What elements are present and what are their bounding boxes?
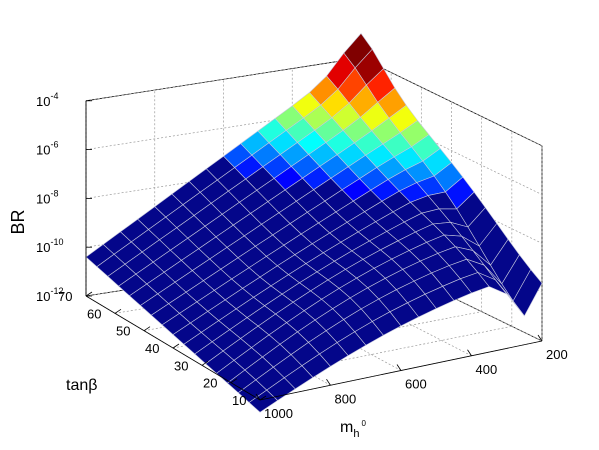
box-edge (85, 57, 362, 102)
z-tick-label: 10-8 (36, 188, 58, 206)
y-tick (230, 378, 238, 383)
z-tick-label: 10-6 (36, 140, 58, 158)
y-tick-label: 30 (174, 358, 188, 373)
x-tick-label: 600 (405, 377, 427, 392)
y-tick-label: 60 (87, 306, 101, 321)
y-gridline (201, 311, 482, 366)
y-tick (201, 361, 209, 366)
surface-patch (495, 279, 525, 317)
y-tick (172, 343, 180, 349)
z-axis-label: BR (8, 209, 28, 234)
y-tick-label: 50 (116, 324, 130, 339)
y-tick-label: 70 (58, 289, 72, 304)
x-tick-label: 1000 (264, 406, 293, 421)
x-axis-label: mh0 (340, 419, 366, 440)
z-tick-label: 10-10 (36, 237, 63, 255)
y-axis-label: tanβ (66, 377, 97, 394)
y-tick (259, 395, 267, 401)
z-gridline (360, 57, 543, 147)
x-tick (255, 393, 261, 401)
x-tick (326, 379, 331, 386)
x-tick-label: 400 (476, 362, 498, 377)
x-tick-label: 200 (546, 347, 568, 362)
x-tick (467, 349, 472, 356)
y-tick-label: 10 (232, 393, 246, 408)
x-tick (396, 364, 402, 371)
x-tick (537, 334, 543, 342)
br-surface (85, 32, 543, 413)
z-tick-label: 10-12 (36, 286, 63, 304)
x-tick-label: 800 (335, 391, 357, 406)
z-tick-label: 10-4 (36, 91, 58, 109)
y-tick-label: 40 (145, 341, 159, 356)
y-tick (114, 309, 122, 314)
y-tick-label: 20 (203, 376, 217, 391)
tick-labels: 10-4 10-6 10-8 10-10 10-12 10 20 30 40 50 60 70 1000… (36, 91, 568, 421)
y-tick (85, 291, 93, 297)
y-tick (143, 326, 151, 331)
